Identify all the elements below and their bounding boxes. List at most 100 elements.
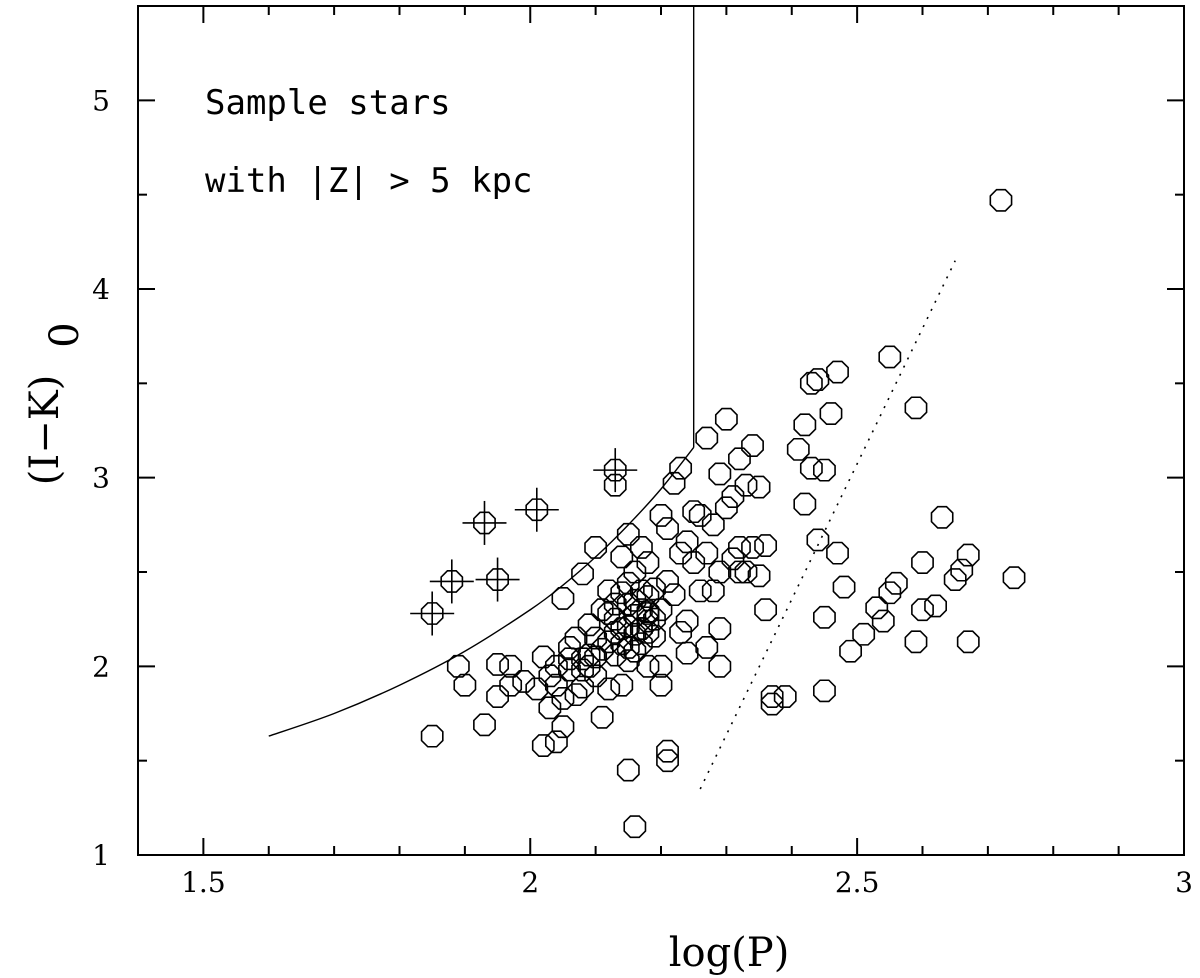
star-point bbox=[597, 630, 621, 654]
star-point bbox=[701, 579, 725, 603]
star-point bbox=[551, 715, 575, 739]
star-point bbox=[826, 360, 849, 384]
star-point bbox=[708, 462, 732, 486]
star-point bbox=[688, 503, 712, 527]
crossed-star-octagon bbox=[420, 602, 444, 625]
star-point bbox=[819, 402, 843, 425]
star-point bbox=[571, 675, 594, 699]
star-point bbox=[688, 579, 712, 603]
star-point bbox=[446, 654, 470, 678]
crossed-star-marker bbox=[429, 559, 474, 604]
x-tick-label: 3 bbox=[1175, 866, 1193, 899]
crossed-star-marker bbox=[475, 557, 520, 602]
star-point bbox=[714, 407, 738, 431]
star-point bbox=[623, 815, 647, 839]
data-points bbox=[410, 188, 1026, 839]
boundary-curve bbox=[268, 447, 695, 737]
star-point bbox=[616, 636, 640, 659]
star-point bbox=[760, 692, 784, 716]
star-point bbox=[871, 609, 895, 633]
star-point bbox=[656, 517, 679, 541]
star-point bbox=[669, 541, 693, 565]
star-point bbox=[571, 658, 594, 682]
star-point bbox=[904, 630, 928, 654]
star-point bbox=[747, 564, 771, 588]
star-point bbox=[950, 558, 974, 582]
star-point bbox=[643, 607, 666, 631]
star-point bbox=[708, 654, 732, 678]
star-point bbox=[544, 673, 568, 697]
star-point bbox=[728, 447, 751, 471]
star-point bbox=[629, 632, 653, 656]
star-point bbox=[577, 613, 601, 637]
star-point bbox=[623, 603, 647, 627]
x-tick-label: 1.5 bbox=[181, 866, 226, 899]
star-point bbox=[656, 749, 679, 773]
star-point bbox=[643, 624, 666, 648]
y-tick-label: 1 bbox=[92, 839, 110, 872]
star-point bbox=[721, 485, 745, 508]
star-point bbox=[610, 673, 634, 697]
star-point bbox=[512, 669, 536, 693]
star-point bbox=[571, 562, 594, 586]
star-point bbox=[675, 609, 699, 633]
star-point bbox=[649, 654, 673, 678]
x-tick-label: 2.5 bbox=[835, 866, 880, 899]
star-point bbox=[754, 534, 778, 558]
star-point bbox=[852, 622, 876, 646]
star-point bbox=[531, 645, 555, 669]
star-point bbox=[799, 456, 823, 480]
crossed-star-octagon bbox=[473, 511, 496, 535]
star-point bbox=[695, 541, 719, 565]
star-point bbox=[669, 456, 693, 480]
star-point bbox=[623, 560, 647, 584]
star-point bbox=[662, 583, 686, 607]
star-point bbox=[636, 654, 660, 678]
star-point bbox=[616, 758, 640, 782]
star-point bbox=[636, 551, 660, 574]
star-point bbox=[695, 636, 719, 659]
crossed-star-octagon bbox=[603, 458, 627, 482]
star-point bbox=[544, 730, 568, 754]
star-point bbox=[884, 571, 908, 595]
star-point bbox=[806, 368, 830, 391]
star-point bbox=[610, 617, 634, 641]
boundary-lines bbox=[268, 6, 956, 790]
star-point bbox=[793, 413, 817, 437]
star-point bbox=[656, 739, 679, 763]
star-point bbox=[656, 570, 679, 593]
star-point bbox=[564, 683, 588, 707]
crossed-star-marker bbox=[514, 487, 559, 532]
star-point bbox=[675, 641, 699, 665]
star-point bbox=[728, 536, 751, 559]
star-point bbox=[956, 630, 980, 654]
star-point bbox=[708, 560, 732, 584]
star-point bbox=[623, 639, 647, 663]
star-point bbox=[597, 677, 621, 701]
star-point bbox=[714, 496, 738, 520]
star-point bbox=[649, 673, 673, 697]
star-point bbox=[865, 596, 889, 620]
annotation-line-2: with |Z| > 5 kpc bbox=[205, 161, 533, 201]
star-point bbox=[754, 598, 778, 622]
star-point bbox=[610, 545, 634, 569]
annotation-line-1: Sample stars bbox=[205, 83, 451, 123]
star-point bbox=[603, 620, 627, 644]
star-point bbox=[473, 713, 496, 737]
crossed-star-marker bbox=[410, 591, 455, 636]
y-tick-label: 5 bbox=[92, 84, 110, 117]
crossed-star-octagon bbox=[525, 498, 549, 522]
star-point bbox=[956, 543, 980, 567]
star-point bbox=[799, 371, 823, 395]
dotted-trend-line bbox=[699, 260, 956, 790]
star-point bbox=[486, 653, 509, 676]
y-tick-label: 4 bbox=[92, 273, 110, 306]
star-point bbox=[636, 585, 660, 608]
star-point bbox=[551, 586, 575, 610]
star-point bbox=[623, 622, 647, 646]
star-point bbox=[616, 571, 640, 595]
star-point bbox=[813, 605, 836, 629]
star-point bbox=[499, 673, 523, 697]
star-point bbox=[773, 685, 797, 708]
star-point bbox=[538, 696, 562, 720]
